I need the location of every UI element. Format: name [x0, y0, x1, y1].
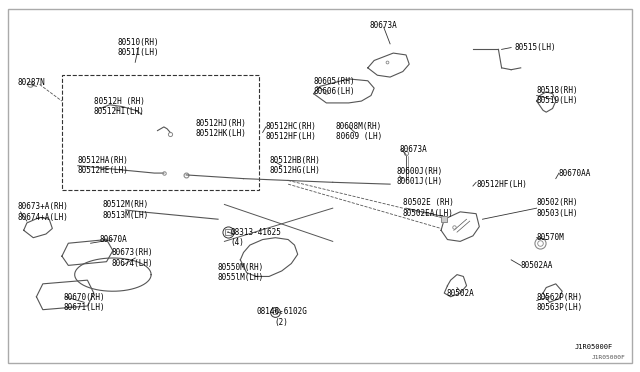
Text: 08313-41625
(4): 08313-41625 (4)	[231, 228, 282, 247]
Bar	[62, 75, 259, 190]
Text: 80550M(RH)
8055lM(LH): 80550M(RH) 8055lM(LH)	[217, 263, 264, 282]
Text: 80512HA(RH)
80512HE(LH): 80512HA(RH) 80512HE(LH)	[78, 156, 129, 175]
Text: J1R05000F: J1R05000F	[575, 344, 613, 350]
Text: 80512HB(RH)
80512HG(LH): 80512HB(RH) 80512HG(LH)	[269, 156, 320, 175]
Text: 80287N: 80287N	[17, 78, 45, 87]
Text: 80670(RH)
80671(LH): 80670(RH) 80671(LH)	[63, 293, 105, 312]
Text: 80512HJ(RH)
80512HK(LH): 80512HJ(RH) 80512HK(LH)	[196, 119, 246, 138]
Text: 80512HC(RH)
80512HF(LH): 80512HC(RH) 80512HF(LH)	[266, 122, 317, 141]
Text: 80605(RH)
80606(LH): 80605(RH) 80606(LH)	[314, 77, 355, 96]
Text: 80502(RH)
80503(LH): 80502(RH) 80503(LH)	[537, 198, 579, 218]
Text: 80670A: 80670A	[99, 235, 127, 244]
Text: 80512H (RH)
80512HI(LH): 80512H (RH) 80512HI(LH)	[94, 97, 145, 116]
Text: J1R05000F: J1R05000F	[592, 355, 626, 359]
Text: 80518(RH)
80519(LH): 80518(RH) 80519(LH)	[537, 86, 579, 105]
Text: 80515(LH): 80515(LH)	[515, 43, 556, 52]
Text: 80673A: 80673A	[370, 21, 397, 30]
Text: 80673A: 80673A	[399, 145, 428, 154]
Text: 08146-6102G
(2): 08146-6102G (2)	[257, 307, 307, 327]
Text: 80673(RH)
80674(LH): 80673(RH) 80674(LH)	[111, 248, 153, 268]
Text: 80512M(RH)
80513M(LH): 80512M(RH) 80513M(LH)	[102, 200, 148, 220]
Text: 80502AA: 80502AA	[521, 261, 553, 270]
Text: 80502E (RH)
80502EA(LH): 80502E (RH) 80502EA(LH)	[403, 198, 454, 218]
Text: 80670AA: 80670AA	[559, 169, 591, 177]
Text: 80673+A(RH)
80674+A(LH): 80673+A(RH) 80674+A(LH)	[17, 202, 68, 222]
Text: 80608M(RH)
80609 (LH): 80608M(RH) 80609 (LH)	[336, 122, 382, 141]
Text: 80570M: 80570M	[537, 233, 564, 242]
Text: 80502A: 80502A	[446, 289, 474, 298]
Text: 80562P(RH)
80563P(LH): 80562P(RH) 80563P(LH)	[537, 293, 583, 312]
Text: 80600J(RH)
80601J(LH): 80600J(RH) 80601J(LH)	[396, 167, 443, 186]
Text: 80512HF(LH): 80512HF(LH)	[476, 180, 527, 189]
Text: 80510(RH)
80511(LH): 80510(RH) 80511(LH)	[118, 38, 159, 57]
